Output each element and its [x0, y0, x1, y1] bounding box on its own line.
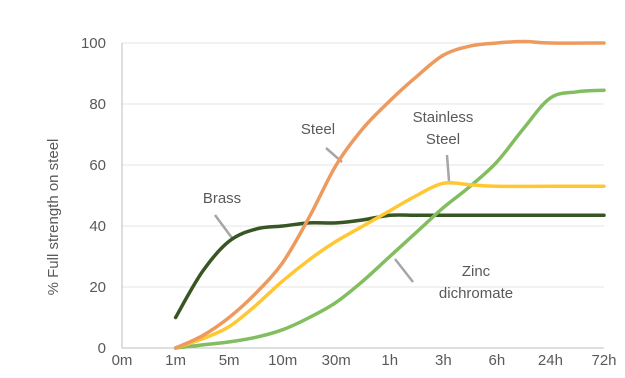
- y-tick-label: 0: [98, 340, 106, 357]
- series-label-line: Steel: [426, 131, 460, 148]
- y-tick-label: 80: [89, 96, 106, 113]
- series-label-zinc-dichromate: Zinc dichromate: [439, 263, 513, 302]
- y-tick-label: 20: [89, 279, 106, 296]
- series-line-brass: [173, 213, 606, 320]
- series-line-stainless-steel: [173, 180, 606, 350]
- x-tick-label: 1m: [165, 352, 186, 369]
- axes: 0m 1m 5m 10m 30m 1h 3h 6h 24h 72h: [112, 43, 617, 369]
- series-label-brass: Brass: [203, 190, 241, 207]
- x-tick-label: 0m: [112, 352, 133, 369]
- x-tick-label: 5m: [219, 352, 240, 369]
- series-labels: Brass Steel Stainless Steel Zinc dichromate: [203, 109, 513, 302]
- x-tick-label: 3h: [435, 352, 452, 369]
- series-label-stainless-steel: Stainless Steel: [413, 109, 474, 148]
- leader-line-zinc-dichromate: [394, 258, 414, 283]
- x-tick-label: 1h: [381, 352, 398, 369]
- y-tick-label: 100: [81, 35, 106, 52]
- x-tick-label: 24h: [538, 352, 563, 369]
- gridlines: 0 20 40 60 80 100: [81, 35, 604, 357]
- y-tick-label: 40: [89, 218, 106, 235]
- x-tick-label: 6h: [489, 352, 506, 369]
- y-axis-title: % Full strength on steel: [45, 139, 62, 296]
- series-lines: [173, 39, 606, 350]
- series-label-line: dichromate: [439, 285, 513, 302]
- series-line-steel: [173, 39, 606, 350]
- y-tick-label: 60: [89, 157, 106, 174]
- x-tick-label: 10m: [268, 352, 297, 369]
- leader-line-brass: [213, 214, 234, 239]
- series-label-line: Zinc: [462, 263, 491, 280]
- series-label-line: Stainless: [413, 109, 474, 126]
- x-tick-label: 72h: [591, 352, 616, 369]
- leader-line-stainless-steel: [445, 154, 451, 182]
- series-label-line: Brass: [203, 190, 241, 207]
- x-tick-label: 30m: [322, 352, 351, 369]
- series-label-line: Steel: [301, 121, 335, 138]
- series-line-zinc-dichromate: [173, 88, 606, 350]
- series-label-steel: Steel: [301, 121, 335, 138]
